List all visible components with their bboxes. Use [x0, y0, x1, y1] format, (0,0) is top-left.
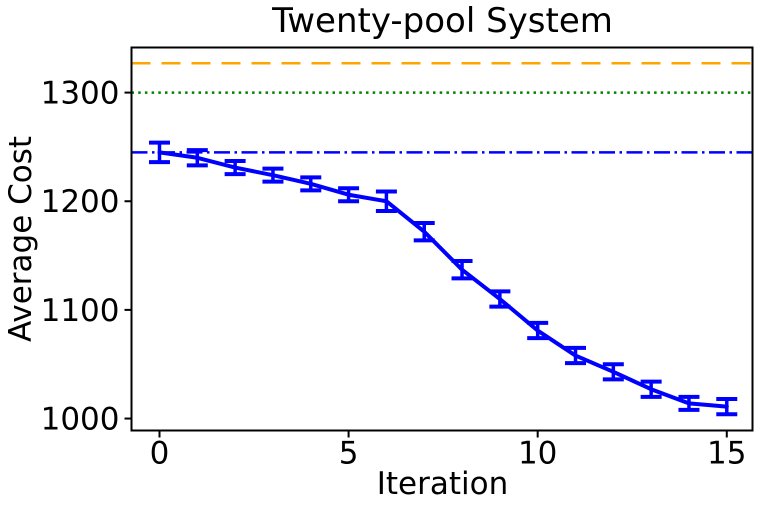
axes-spines — [130, 46, 754, 432]
chart-title: Twenty-pool System — [272, 1, 613, 41]
y-tick-label-1200: 1200 — [41, 184, 120, 220]
x-tick-label-0: 0 — [150, 436, 170, 472]
y-tick-label-1100: 1100 — [41, 293, 120, 329]
x-axis-label: Iteration — [376, 466, 509, 502]
x-tick-label-15: 15 — [707, 436, 746, 472]
y-tick-label-1300: 1300 — [41, 76, 120, 112]
y-tick-label-1000: 1000 — [41, 402, 120, 438]
x-tick-label-5: 5 — [339, 436, 359, 472]
x-tick-label-10: 10 — [518, 436, 557, 472]
y-axis-label: Average Cost — [3, 135, 39, 343]
average-cost-errorbar-series-line — [157, 150, 729, 409]
